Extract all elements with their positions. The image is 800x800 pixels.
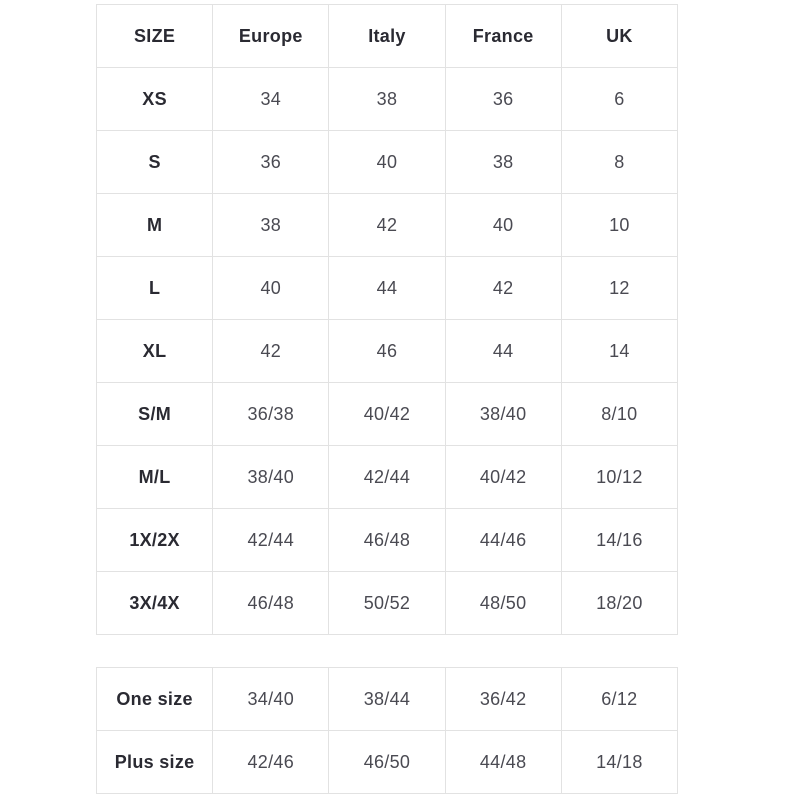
size-value-cell: 38 [212, 193, 330, 257]
table-row: S/M 36/38 40/42 38/40 8/10 [95, 382, 679, 446]
size-value-cell: 38/44 [328, 667, 446, 731]
size-value-cell: 46 [328, 319, 446, 383]
size-value-cell: 12 [560, 256, 679, 320]
size-value-cell: 14/18 [560, 730, 679, 794]
size-value-cell: 38 [444, 130, 562, 194]
row-size-label: 1X/2X [95, 508, 214, 572]
size-value-cell: 36/38 [212, 382, 330, 446]
size-value-cell: 42 [212, 319, 330, 383]
row-size-label: One size [95, 667, 214, 731]
size-value-cell: 14 [560, 319, 679, 383]
size-value-cell: 40/42 [328, 382, 446, 446]
size-value-cell: 40 [212, 256, 330, 320]
size-value-cell: 6/12 [560, 667, 679, 731]
size-value-cell: 40 [328, 130, 446, 194]
special-sizes-table: One size 34/40 38/44 36/42 6/12 Plus size 42/4… [95, 667, 679, 794]
row-size-label: XL [95, 319, 214, 383]
size-value-cell: 42/46 [212, 730, 330, 794]
size-value-cell: 14/16 [560, 508, 679, 572]
column-header-size: SIZE [95, 4, 214, 68]
table-row: One size 34/40 38/44 36/42 6/12 [95, 667, 679, 731]
table-row: 3X/4X 46/48 50/52 48/50 18/20 [95, 571, 679, 635]
size-value-cell: 38/40 [212, 445, 330, 509]
table-row: XS 34 38 36 6 [95, 67, 679, 131]
size-value-cell: 44 [328, 256, 446, 320]
size-value-cell: 40 [444, 193, 562, 257]
size-value-cell: 34 [212, 67, 330, 131]
size-value-cell: 50/52 [328, 571, 446, 635]
size-value-cell: 10 [560, 193, 679, 257]
size-value-cell: 46/48 [212, 571, 330, 635]
size-value-cell: 8/10 [560, 382, 679, 446]
row-size-label: Plus size [95, 730, 214, 794]
column-header-europe: Europe [212, 4, 330, 68]
size-value-cell: 6 [560, 67, 679, 131]
row-size-label: S [95, 130, 214, 194]
header-row: SIZE Europe Italy France UK [95, 4, 679, 68]
size-value-cell: 34/40 [212, 667, 330, 731]
row-size-label: S/M [95, 382, 214, 446]
size-value-cell: 36/42 [444, 667, 562, 731]
size-value-cell: 44/46 [444, 508, 562, 572]
column-header-uk: UK [560, 4, 679, 68]
size-value-cell: 42/44 [212, 508, 330, 572]
row-size-label: L [95, 256, 214, 320]
size-value-cell: 46/50 [328, 730, 446, 794]
size-conversion-table: SIZE Europe Italy France UK XS 34 38 36 6 S 36 40 38… [95, 4, 679, 635]
size-value-cell: 42 [444, 256, 562, 320]
size-value-cell: 36 [444, 67, 562, 131]
column-header-italy: Italy [328, 4, 446, 68]
size-value-cell: 44/48 [444, 730, 562, 794]
size-value-cell: 36 [212, 130, 330, 194]
size-value-cell: 42 [328, 193, 446, 257]
size-value-cell: 18/20 [560, 571, 679, 635]
column-header-france: France [444, 4, 562, 68]
size-conversion-table-body: XS 34 38 36 6 S 36 40 38 8 M 38 42 40 10 L 40 44 42 12 XL 42 4… [95, 67, 679, 635]
row-size-label: 3X/4X [95, 571, 214, 635]
table-row: Plus size 42/46 46/50 44/48 14/18 [95, 730, 679, 794]
size-value-cell: 42/44 [328, 445, 446, 509]
row-size-label: M/L [95, 445, 214, 509]
table-row: L 40 44 42 12 [95, 256, 679, 320]
size-value-cell: 46/48 [328, 508, 446, 572]
row-size-label: XS [95, 67, 214, 131]
table-row: 1X/2X 42/44 46/48 44/46 14/16 [95, 508, 679, 572]
size-value-cell: 8 [560, 130, 679, 194]
table-row: S 36 40 38 8 [95, 130, 679, 194]
size-value-cell: 10/12 [560, 445, 679, 509]
size-value-cell: 40/42 [444, 445, 562, 509]
size-value-cell: 38 [328, 67, 446, 131]
table-row: M/L 38/40 42/44 40/42 10/12 [95, 445, 679, 509]
table-row: M 38 42 40 10 [95, 193, 679, 257]
row-size-label: M [95, 193, 214, 257]
table-row: XL 42 46 44 14 [95, 319, 679, 383]
size-value-cell: 38/40 [444, 382, 562, 446]
size-conversion-table-header: SIZE Europe Italy France UK [95, 4, 679, 68]
special-sizes-table-body: One size 34/40 38/44 36/42 6/12 Plus size 42/4… [95, 667, 679, 794]
size-value-cell: 48/50 [444, 571, 562, 635]
size-value-cell: 44 [444, 319, 562, 383]
